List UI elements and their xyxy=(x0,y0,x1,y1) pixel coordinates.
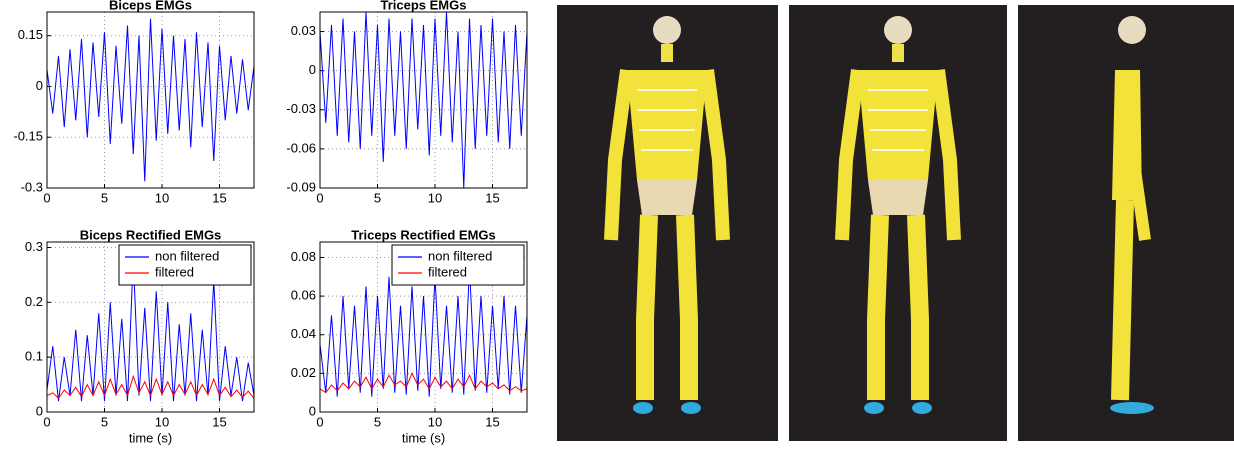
x-tick-label: 0 xyxy=(43,414,50,429)
x-tick-label: 5 xyxy=(101,190,108,205)
x-tick-label: 15 xyxy=(485,414,499,429)
y-tick-label: -0.3 xyxy=(21,179,43,194)
y-tick-label: 0.15 xyxy=(18,27,43,42)
chart-panel: Triceps Rectified EMGs 0 5 10 15 0 0.02 0.04 0.0… xyxy=(291,227,527,445)
y-tick-label: -0.03 xyxy=(286,101,316,116)
plot-area xyxy=(47,12,254,188)
x-tick-label: 15 xyxy=(485,190,499,205)
chart-title: Biceps EMGs xyxy=(109,0,192,12)
x-tick-label: 15 xyxy=(212,190,226,205)
y-tick-label: 0.1 xyxy=(25,349,43,364)
y-tick-label: -0.06 xyxy=(286,140,316,155)
chart-panel: Triceps EMGs 0 5 10 15 -0.09 -0.06 -0.03 0 0.03 xyxy=(286,0,527,205)
legend-label: filtered xyxy=(428,264,467,279)
y-tick-label: 0.03 xyxy=(291,23,316,38)
legend-label: non filtered xyxy=(428,248,492,263)
y-tick-label: 0 xyxy=(309,403,316,418)
chart-panel: Biceps EMGs 0 5 10 15 -0.3 -0.15 0 0.15 xyxy=(13,0,254,205)
x-tick-label: 0 xyxy=(43,190,50,205)
legend-label: filtered xyxy=(155,264,194,279)
x-tick-label: 5 xyxy=(101,414,108,429)
y-tick-label: 0.04 xyxy=(291,326,316,341)
y-tick-label: 0.06 xyxy=(291,288,316,303)
y-tick-label: 0.08 xyxy=(291,249,316,264)
x-tick-label: 5 xyxy=(374,414,381,429)
y-tick-label: 0.02 xyxy=(291,365,316,380)
chart-title: Biceps Rectified EMGs xyxy=(80,227,222,242)
x-tick-label: 10 xyxy=(428,414,442,429)
chart-title: Triceps EMGs xyxy=(381,0,467,12)
model-views xyxy=(557,5,1234,441)
x-tick-label: 0 xyxy=(316,190,323,205)
x-tick-label: 10 xyxy=(428,190,442,205)
x-axis-label: time (s) xyxy=(129,430,172,445)
y-tick-label: -0.09 xyxy=(286,179,316,194)
chart-panel: Biceps Rectified EMGs 0 5 10 15 0 0.1 0.2 0.3 tim… xyxy=(25,227,254,445)
y-tick-label: 0 xyxy=(36,78,43,93)
x-tick-label: 10 xyxy=(155,190,169,205)
y-tick-label: -0.15 xyxy=(13,129,43,144)
figure: Biceps EMGs051015-0.3-0.1500.15Triceps E… xyxy=(0,0,1234,453)
y-tick-label: 0 xyxy=(36,403,43,418)
legend-label: non filtered xyxy=(155,248,219,263)
x-tick-label: 0 xyxy=(316,414,323,429)
x-tick-label: 5 xyxy=(374,190,381,205)
y-tick-label: 0.3 xyxy=(25,239,43,254)
x-tick-label: 10 xyxy=(155,414,169,429)
chart-title: Triceps Rectified EMGs xyxy=(351,227,496,242)
y-tick-label: 0 xyxy=(309,62,316,77)
y-tick-label: 0.2 xyxy=(25,294,43,309)
x-tick-label: 15 xyxy=(212,414,226,429)
x-axis-label: time (s) xyxy=(402,430,445,445)
